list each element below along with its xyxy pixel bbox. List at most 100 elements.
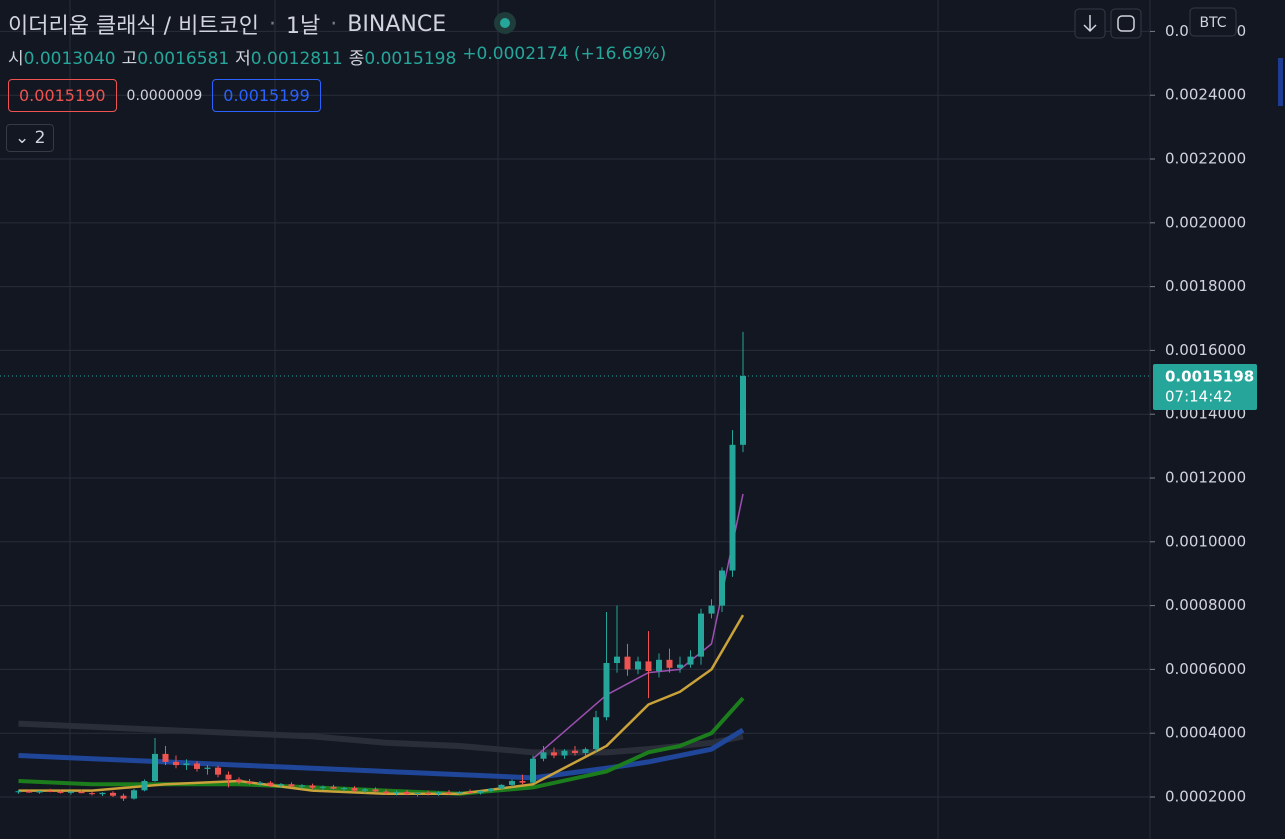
candle-body	[740, 375, 746, 445]
quote-box[interactable]: 0.0015199	[212, 79, 321, 112]
quote-boxes: 0.0015190 0.0000009 0.0015199	[8, 79, 321, 112]
candle-body	[708, 605, 715, 614]
candle-body	[152, 753, 158, 782]
moving-average-line	[532, 493, 744, 760]
candle-body	[614, 656, 620, 664]
candle-body	[603, 663, 610, 718]
ohlc-value: 0.0015198	[364, 49, 457, 69]
candle-body	[519, 781, 526, 783]
candle-body	[309, 785, 316, 788]
ohlc-item: 시0.0013040	[8, 44, 116, 69]
candle-body	[561, 750, 568, 756]
candle-body	[477, 790, 484, 793]
candle-body	[110, 792, 116, 796]
candle-body	[446, 792, 452, 794]
ohlc-value: 0.0013040	[23, 49, 116, 69]
ohlc-label: 저	[235, 49, 251, 69]
y-tick-label: 0.0004000	[1165, 724, 1246, 742]
candle-body	[68, 791, 74, 793]
candles	[0, 331, 1150, 801]
candle-body	[162, 753, 169, 762]
candle-body	[257, 782, 263, 784]
candle-body	[215, 767, 221, 775]
candle-body	[540, 752, 547, 759]
candle-body	[687, 656, 694, 665]
last-price-badge	[1153, 363, 1257, 410]
arrow-down-icon	[1083, 15, 1097, 33]
candle-body	[26, 791, 32, 793]
symbol-title: 이더리움 클래식 / 비트코인	[8, 14, 260, 39]
candle-body	[341, 788, 347, 790]
candle-body	[320, 786, 326, 788]
candle-body	[582, 749, 589, 753]
candle-body	[383, 791, 389, 794]
candle-body	[362, 789, 368, 791]
candle-body	[57, 791, 64, 793]
fullscreen-button[interactable]	[1110, 8, 1142, 39]
candle-body	[425, 792, 431, 794]
y-tick-label: 0.0002000	[1165, 787, 1246, 805]
candle-body	[572, 750, 578, 753]
candle-body	[246, 781, 253, 784]
candle-body	[173, 761, 179, 766]
candle-body	[666, 659, 673, 668]
market-status-dot	[500, 18, 510, 28]
candle-body	[530, 758, 536, 783]
candle-body	[435, 792, 442, 794]
y-tick-label: 0.0020000	[1165, 213, 1246, 231]
moving-average-line	[18, 727, 745, 781]
y-tick-label: 0.0008000	[1165, 596, 1246, 614]
horizontal-grid	[0, 30, 1150, 798]
candle-body	[456, 791, 463, 794]
candle-body	[36, 790, 43, 793]
candle-body	[656, 659, 662, 671]
separator: ·	[269, 11, 277, 37]
candle-body	[719, 570, 725, 606]
candle-body	[698, 613, 704, 657]
candle-body	[78, 791, 85, 794]
last-price-label: 0.0015198	[1165, 367, 1254, 385]
price-axis: 0.0002000 0.0004000 0.0006000 0.0008000 0.00…	[1150, 22, 1257, 805]
countdown: 07:14:42	[1165, 387, 1232, 405]
candle-body	[288, 784, 295, 787]
y-tick-label: 0.0010000	[1165, 532, 1246, 550]
candle-body	[47, 790, 53, 792]
candle-body	[393, 791, 400, 794]
ohlc-label: 종	[348, 49, 365, 69]
y-tick-label: 0.0018000	[1165, 277, 1246, 295]
vertical-grid	[69, 0, 939, 839]
price-change: +0.0002174 (+16.69%)	[462, 44, 667, 64]
moving-average-line	[18, 720, 744, 756]
fullscreen-icon	[1117, 15, 1135, 32]
candle-body	[551, 752, 557, 756]
candle-body	[131, 790, 137, 799]
candle-body	[677, 664, 683, 668]
ohlc-legend: 시0.0013040 고0.0016581 저0.0012811 종0.0015198…	[8, 44, 666, 69]
candle-body	[183, 763, 190, 766]
candle-body	[488, 788, 494, 791]
y-tick-label: 0.0022000	[1165, 150, 1246, 168]
candle-body	[624, 656, 631, 670]
moving-averages	[18, 493, 745, 796]
ohlc-label: 고	[121, 49, 138, 69]
ohlc-item: 고0.0016581	[122, 44, 230, 69]
y-tick-label: 0.0024000	[1165, 86, 1246, 104]
candle-body	[194, 763, 200, 769]
collapse-indicators[interactable]: ⌄ 2	[6, 124, 55, 152]
y-tick-label: 0.0012000	[1165, 469, 1246, 487]
exchange: BINANCE	[347, 11, 447, 37]
candle-body	[267, 782, 274, 786]
candle-body	[278, 784, 284, 786]
currency-button[interactable]	[1189, 7, 1237, 37]
y-tick-label: 0.0016000	[1165, 341, 1246, 359]
scrollbar[interactable]	[1278, 58, 1283, 106]
candle-body	[15, 791, 22, 793]
quote-box[interactable]: 0.0015190	[8, 79, 117, 112]
moving-average-line	[18, 614, 745, 796]
candle-body	[593, 717, 599, 750]
candle-body	[204, 767, 211, 769]
candle-body	[99, 792, 106, 795]
candle-body	[635, 661, 641, 670]
